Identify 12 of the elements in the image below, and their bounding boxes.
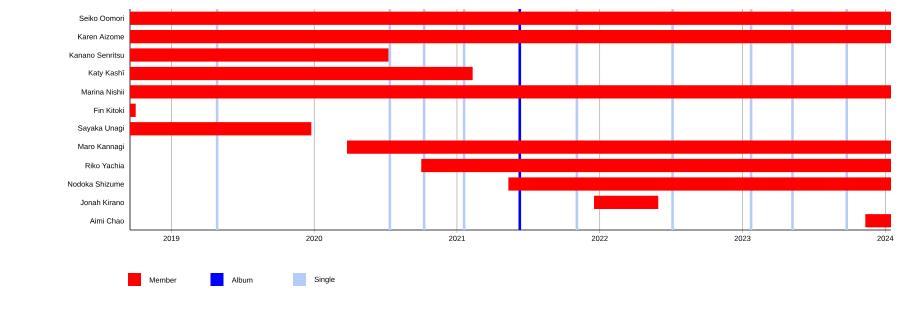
bar — [130, 85, 892, 99]
bar — [421, 158, 892, 172]
bar — [508, 177, 892, 191]
bar — [130, 48, 388, 62]
bar — [130, 12, 892, 25]
bar — [130, 104, 136, 117]
bar — [130, 66, 473, 80]
bar — [594, 196, 658, 210]
bar — [130, 122, 312, 136]
bar — [865, 214, 892, 228]
bar — [347, 140, 892, 154]
bar — [130, 30, 892, 44]
